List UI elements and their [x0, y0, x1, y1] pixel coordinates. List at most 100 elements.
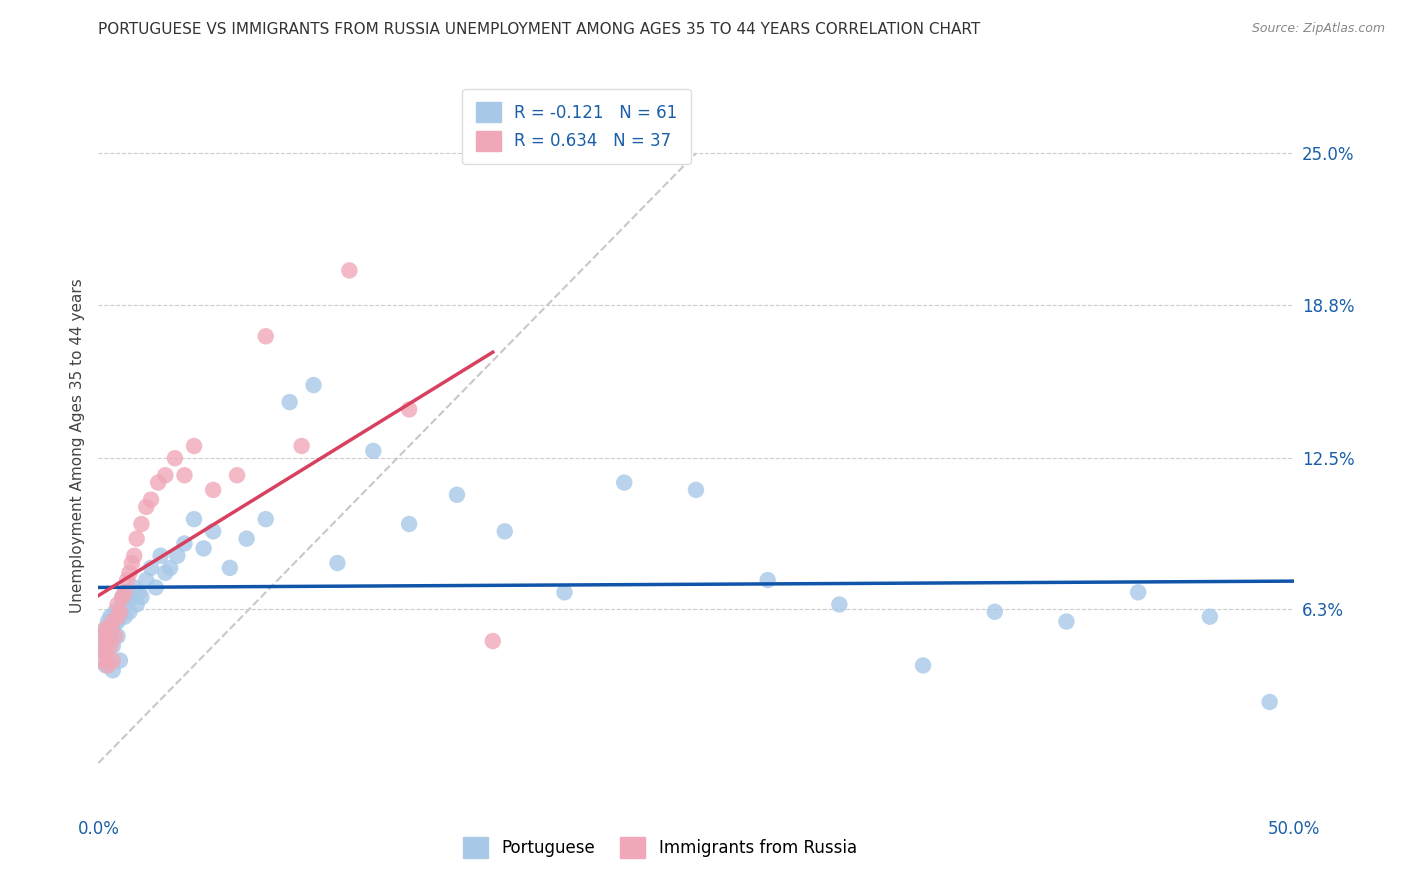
- Point: [1128, 585, 1150, 599]
- Point: [481, 634, 505, 648]
- Point: [125, 598, 148, 612]
- Point: [111, 590, 134, 604]
- Point: [135, 573, 157, 587]
- Point: [155, 468, 177, 483]
- Point: [446, 488, 468, 502]
- Point: [97, 634, 120, 648]
- Point: [111, 598, 134, 612]
- Point: [613, 475, 636, 490]
- Point: [104, 605, 127, 619]
- Point: [128, 585, 150, 599]
- Point: [107, 629, 129, 643]
- Point: [183, 512, 205, 526]
- Point: [111, 590, 134, 604]
- Point: [398, 402, 420, 417]
- Point: [101, 622, 124, 636]
- Point: [94, 622, 117, 636]
- Point: [685, 483, 707, 497]
- Point: [98, 622, 122, 636]
- Point: [254, 512, 277, 526]
- Point: [149, 549, 172, 563]
- Point: [94, 646, 117, 660]
- Point: [98, 639, 122, 653]
- Point: [148, 475, 170, 490]
- Point: [94, 622, 117, 636]
- Point: [291, 439, 314, 453]
- Point: [118, 566, 141, 580]
- Point: [398, 516, 420, 531]
- Point: [554, 585, 576, 599]
- Point: [90, 634, 112, 648]
- Point: [108, 605, 131, 619]
- Point: [911, 658, 934, 673]
- Point: [98, 609, 122, 624]
- Point: [114, 585, 136, 599]
- Point: [756, 573, 779, 587]
- Point: [104, 615, 127, 629]
- Point: [339, 263, 360, 277]
- Point: [97, 634, 120, 648]
- Point: [193, 541, 215, 556]
- Point: [91, 629, 114, 643]
- Point: [94, 646, 117, 660]
- Point: [107, 609, 129, 624]
- Point: [219, 561, 242, 575]
- Point: [131, 516, 153, 531]
- Point: [115, 573, 138, 587]
- Text: Source: ZipAtlas.com: Source: ZipAtlas.com: [1251, 22, 1385, 36]
- Y-axis label: Unemployment Among Ages 35 to 44 years: Unemployment Among Ages 35 to 44 years: [69, 278, 84, 614]
- Point: [984, 605, 1007, 619]
- Point: [173, 468, 195, 483]
- Point: [115, 585, 138, 599]
- Point: [139, 561, 162, 575]
- Point: [107, 598, 129, 612]
- Point: [108, 654, 131, 668]
- Point: [107, 615, 129, 629]
- Point: [101, 639, 124, 653]
- Point: [101, 654, 124, 668]
- Point: [494, 524, 516, 539]
- Point: [91, 629, 114, 643]
- Point: [202, 524, 225, 539]
- Point: [226, 468, 249, 483]
- Point: [155, 566, 177, 580]
- Legend: Portuguese, Immigrants from Russia: Portuguese, Immigrants from Russia: [451, 826, 869, 869]
- Point: [124, 549, 146, 563]
- Point: [254, 329, 277, 343]
- Point: [90, 654, 112, 668]
- Point: [104, 629, 127, 643]
- Point: [101, 615, 124, 629]
- Point: [108, 609, 131, 624]
- Point: [145, 581, 167, 595]
- Point: [278, 395, 301, 409]
- Point: [326, 556, 349, 570]
- Point: [91, 639, 114, 653]
- Point: [1198, 609, 1220, 624]
- Point: [202, 483, 225, 497]
- Point: [118, 605, 141, 619]
- Point: [121, 556, 143, 570]
- Point: [94, 658, 117, 673]
- Point: [124, 581, 146, 595]
- Point: [91, 639, 114, 653]
- Point: [363, 443, 385, 458]
- Text: PORTUGUESE VS IMMIGRANTS FROM RUSSIA UNEMPLOYMENT AMONG AGES 35 TO 44 YEARS CORR: PORTUGUESE VS IMMIGRANTS FROM RUSSIA UNE…: [98, 22, 980, 37]
- Point: [183, 439, 205, 453]
- Point: [101, 663, 124, 677]
- Point: [121, 590, 143, 604]
- Point: [98, 629, 122, 643]
- Point: [125, 532, 148, 546]
- Point: [114, 609, 136, 624]
- Point: [135, 500, 157, 514]
- Point: [159, 561, 181, 575]
- Point: [828, 598, 851, 612]
- Point: [97, 615, 120, 629]
- Point: [163, 451, 186, 466]
- Point: [97, 658, 120, 673]
- Point: [302, 378, 325, 392]
- Point: [235, 532, 257, 546]
- Point: [1258, 695, 1281, 709]
- Point: [139, 492, 162, 507]
- Point: [173, 536, 195, 550]
- Point: [131, 590, 153, 604]
